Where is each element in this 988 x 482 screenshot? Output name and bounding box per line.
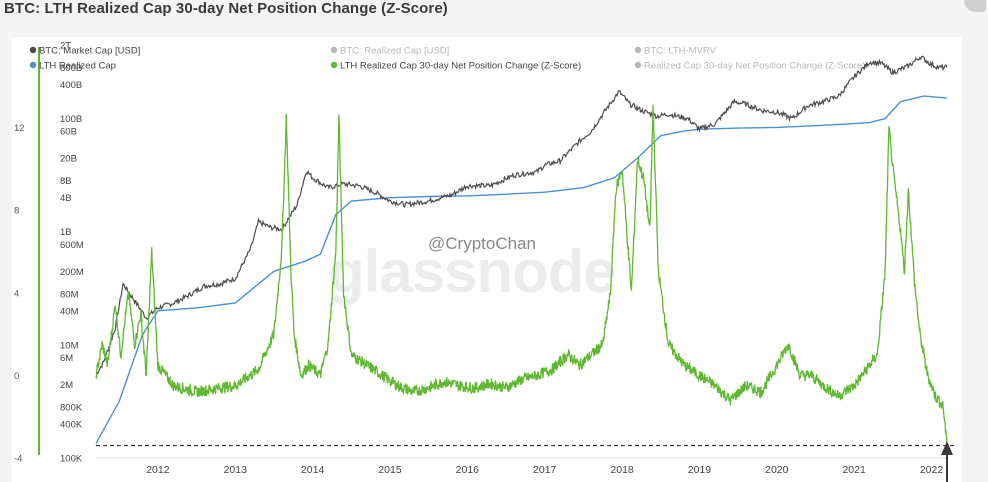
log-axis-tick-label: 200M [60, 267, 84, 278]
log-axis-tick-label: 400K [60, 419, 83, 430]
x-axis-tick-label: 2018 [610, 464, 634, 476]
log-axis-tick-label: 1B [60, 227, 72, 238]
log-axis-tick-label: 100K [60, 454, 83, 465]
x-axis-tick-label: 2016 [456, 464, 480, 476]
legend-marker-realized-zscore [634, 61, 642, 69]
x-axis-tick-label: 2012 [146, 464, 170, 476]
x-axis-tick-label: 2015 [378, 464, 402, 476]
log-axis-tick-label: 10M [60, 340, 79, 351]
log-axis-tick-label: 80M [60, 289, 79, 300]
left-axis-tick-label: 8 [14, 206, 19, 217]
left-axis-tick-label: 4 [14, 288, 19, 299]
arrow-up-icon [941, 441, 953, 482]
legend-marker-market-cap [29, 46, 37, 54]
legend-marker-zscore [330, 61, 338, 69]
log-axis-ticks: 2T 800B 400B 100B 60B 20B 8B 4B 1B 600M 200M 80M 40M… [60, 41, 84, 465]
log-axis-tick-label: 40M [60, 306, 79, 317]
x-axis-tick-label: 2019 [688, 464, 712, 476]
legend: BTC: Market Cap [USD] BTC: Realized Cap … [29, 46, 865, 72]
left-axis-tick-label: -4 [14, 454, 22, 465]
x-axis-tick-label: 2017 [533, 464, 557, 476]
legend-lth-mvrv[interactable]: BTC: LTH-MVRV [644, 46, 717, 57]
chart-svg: BTC: Market Cap [USD] BTC: Realized Cap … [14, 41, 957, 482]
log-axis-tick-label: 4B [60, 193, 72, 204]
log-axis-tick-label: 400B [60, 80, 82, 91]
zscore-axis-bar [38, 47, 40, 455]
log-axis-tick-label: 800B [60, 63, 82, 74]
log-axis-tick-label: 8B [60, 176, 72, 187]
x-axis-tick-label: 2020 [765, 464, 789, 476]
x-axis-tick-label: 2022 [920, 464, 944, 476]
legend-market-cap[interactable]: BTC: Market Cap [USD] [39, 46, 140, 57]
series-line-lth-realized-cap [95, 95, 948, 444]
legend-realized-cap[interactable]: BTC: Realized Cap [USD] [340, 46, 449, 57]
watermark-brand: glassnode [328, 238, 616, 305]
x-axis-tick-label: 2021 [842, 464, 866, 476]
corner-decoration [964, 0, 986, 12]
log-axis-tick-label: 100B [60, 114, 82, 125]
log-axis-tick-label: 2T [60, 41, 71, 52]
log-axis-tick-label: 600M [60, 240, 84, 251]
x-axis-ticks: 2012 2013 2014 2015 2016 2017 2018 2019 2020 2021… [146, 464, 943, 476]
left-axis-tick-label: 12 [14, 123, 25, 134]
legend-marker-lth-mvrv [634, 46, 642, 54]
left-axis-ticks: 12 8 4 0 -4 [14, 123, 25, 464]
log-axis-tick-label: 2M [60, 380, 73, 391]
log-axis-tick-label: 800K [60, 402, 83, 413]
legend-marker-realized-cap [330, 46, 338, 54]
x-axis-tick-label: 2013 [224, 464, 248, 476]
x-axis-tick-label: 2014 [301, 464, 325, 476]
series-layer [95, 55, 957, 459]
left-axis-tick-label: 0 [14, 371, 19, 382]
series-line-zscore [95, 104, 948, 446]
log-axis-tick-label: 60B [60, 127, 77, 138]
page-title: BTC: LTH Realized Cap 30-day Net Positio… [4, 0, 448, 17]
legend-lth-realized-cap[interactable]: LTH Realized Cap [39, 61, 116, 72]
legend-zscore[interactable]: LTH Realized Cap 30-day Net Position Cha… [340, 61, 581, 72]
log-axis-tick-label: 20B [60, 154, 77, 165]
legend-marker-lth-realized-cap [29, 61, 37, 69]
log-axis-tick-label: 6M [60, 353, 73, 364]
legend-realized-zscore[interactable]: Realized Cap 30-day Net Position Change … [644, 61, 865, 72]
chart-panel: BTC: Market Cap [USD] BTC: Realized Cap … [12, 37, 962, 482]
series-line-market-cap [95, 55, 948, 375]
watermark-handle: @CryptoChan [428, 234, 536, 253]
